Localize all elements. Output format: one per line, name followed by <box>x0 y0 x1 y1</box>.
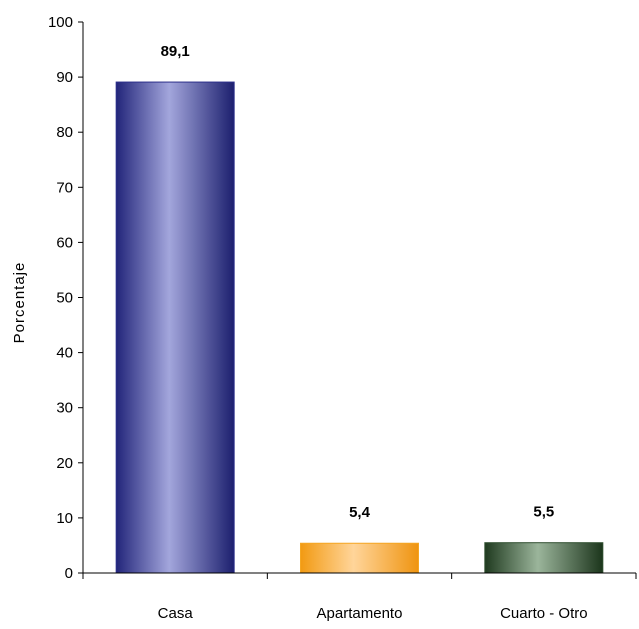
category-label: Apartamento <box>317 605 403 622</box>
y-tick-label: 40 <box>56 345 73 362</box>
y-tick-label: 100 <box>48 14 73 31</box>
category-label: Cuarto - Otro <box>500 605 588 622</box>
category-label: Casa <box>158 605 194 622</box>
y-tick-label: 30 <box>56 400 73 417</box>
data-label: 5,4 <box>349 504 371 521</box>
data-label: 89,1 <box>161 43 190 60</box>
y-tick-label: 50 <box>56 290 73 307</box>
y-tick-label: 60 <box>56 234 73 251</box>
bars <box>115 81 604 574</box>
category-labels: Casa Apartamento Cuarto - Otro <box>158 605 588 622</box>
y-axis-ticks: 0 10 20 30 40 50 60 70 80 90 100 <box>48 14 83 582</box>
bar-apartamento <box>300 542 419 574</box>
data-label: 5,5 <box>533 504 554 521</box>
bar-casa <box>115 81 235 574</box>
x-axis-ticks <box>82 573 637 579</box>
y-tick-label: 90 <box>56 69 73 86</box>
y-tick-label: 80 <box>56 124 73 141</box>
y-tick-label: 70 <box>56 179 73 196</box>
bar-cuarto-otro <box>484 542 604 574</box>
data-labels: 89,1 5,4 5,5 <box>161 43 555 521</box>
y-tick-label: 0 <box>65 565 73 582</box>
y-tick-label: 20 <box>56 455 73 472</box>
y-axis-title: Porcentaje <box>11 262 28 344</box>
y-tick-label: 10 <box>56 510 73 527</box>
